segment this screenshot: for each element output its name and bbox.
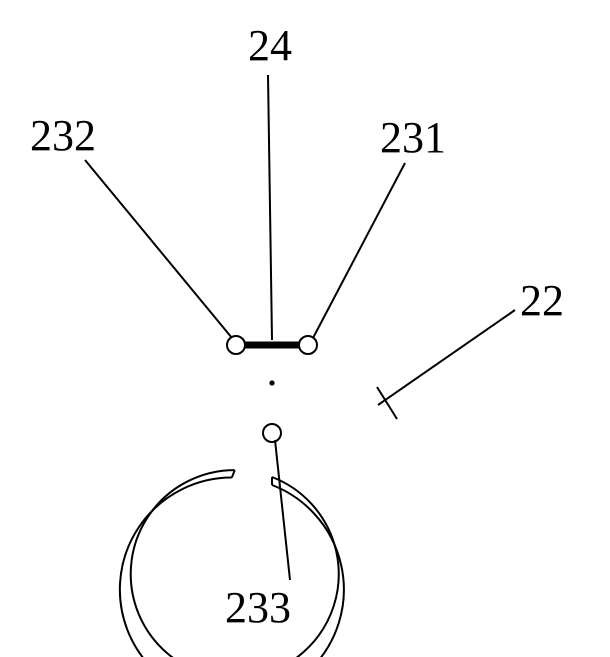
leader-lead232 (85, 160, 232, 338)
label-l22: 22 (520, 276, 564, 325)
label-l231: 231 (380, 113, 446, 162)
node-n233 (263, 424, 281, 442)
label-l232: 232 (30, 111, 96, 160)
label-l233: 233 (225, 583, 291, 632)
node-n231 (299, 336, 317, 354)
label-l24: 24 (248, 21, 292, 70)
leader-lead231 (313, 163, 405, 338)
diagram-canvas: 24 232 231 22 233 (0, 0, 610, 657)
leader-lead24 (268, 75, 272, 340)
leader-lead22 (378, 310, 515, 405)
ring-notch-cap-b (232, 470, 235, 477)
leader-lead233 (275, 440, 290, 580)
center-dot (269, 380, 274, 385)
node-n232 (227, 336, 245, 354)
